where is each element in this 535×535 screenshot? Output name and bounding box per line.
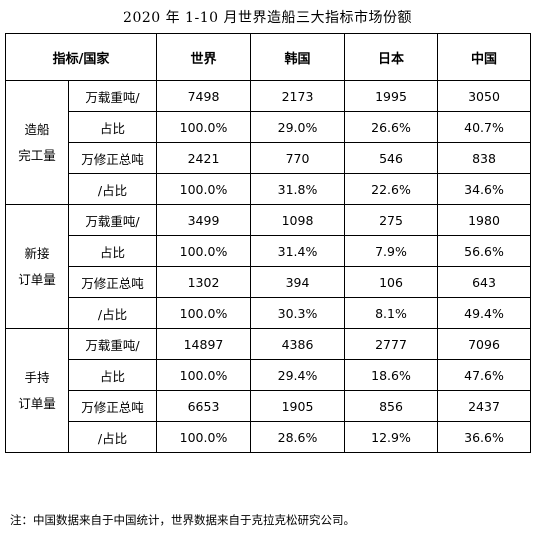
table-row: 新接 订单量 万载重吨/ 3499 1098 275 1980 (5, 204, 531, 329)
value-world: 6653 (156, 390, 251, 422)
share-korea: 30.3% (250, 297, 345, 329)
header-world: 世界 (156, 33, 251, 81)
value-japan: 2777 (344, 328, 438, 360)
unit-line1: 万载重吨/ (68, 80, 157, 112)
table-header-row: 指标/国家 世界 韩国 日本 中国 (5, 33, 531, 81)
share-japan: 26.6% (344, 111, 438, 143)
share-japan: 22.6% (344, 173, 438, 205)
share-japan: 7.9% (344, 235, 438, 267)
table-row: 手持 订单量 万载重吨/ 14897 4386 2777 7096 (5, 328, 531, 453)
unit-line2: /占比 (68, 297, 157, 329)
value-china: 7096 (437, 328, 531, 360)
unit-line1: 万修正总吨 (68, 266, 157, 298)
category-line2: 订单量 (18, 271, 56, 287)
share-world: 100.0% (156, 359, 251, 391)
header-korea: 韩国 (250, 33, 345, 81)
category-line1: 造船 (24, 121, 50, 137)
table-row: 万修正总吨 2421 770 546 838 (6, 142, 531, 174)
value-japan: 546 (344, 142, 438, 174)
category-cell: 新接 订单量 (5, 204, 69, 329)
category-line2: 订单量 (18, 395, 56, 411)
unit-line2: 占比 (68, 359, 157, 391)
value-world: 14897 (156, 328, 251, 360)
footnote: 注：中国数据来自于中国统计，世界数据来自于克拉克松研究公司。 (10, 513, 355, 527)
unit-line2: /占比 (68, 421, 157, 453)
value-world: 7498 (156, 80, 251, 112)
table-row: 占比 100.0% 29.4% 18.6% 47.6% (6, 359, 531, 391)
share-korea: 29.4% (250, 359, 345, 391)
share-china: 36.6% (437, 421, 531, 453)
value-world: 1302 (156, 266, 251, 298)
share-world: 100.0% (156, 111, 251, 143)
header-japan: 日本 (344, 33, 438, 81)
value-korea: 1098 (250, 204, 345, 236)
share-world: 100.0% (156, 173, 251, 205)
value-korea: 1905 (250, 390, 345, 422)
value-japan: 856 (344, 390, 438, 422)
header-indicator: 指标/国家 (5, 33, 157, 81)
market-share-table: 指标/国家 世界 韩国 日本 中国 造船 完工量 万载重吨/ 7498 2173… (5, 33, 531, 453)
table-row: 万修正总吨 6653 1905 856 2437 (6, 390, 531, 422)
category-line2: 完工量 (18, 147, 56, 163)
share-korea: 31.4% (250, 235, 345, 267)
unit-line1: 万载重吨/ (68, 328, 157, 360)
value-china: 2437 (437, 390, 531, 422)
table-row: /占比 100.0% 31.8% 22.6% 34.6% (6, 173, 531, 205)
table-row: 占比 100.0% 31.4% 7.9% 56.6% (6, 235, 531, 267)
value-korea: 394 (250, 266, 345, 298)
value-japan: 275 (344, 204, 438, 236)
share-china: 40.7% (437, 111, 531, 143)
value-korea: 4386 (250, 328, 345, 360)
category-line1: 手持 (24, 369, 50, 385)
value-china: 838 (437, 142, 531, 174)
share-world: 100.0% (156, 421, 251, 453)
share-japan: 18.6% (344, 359, 438, 391)
share-japan: 8.1% (344, 297, 438, 329)
share-china: 49.4% (437, 297, 531, 329)
share-korea: 31.8% (250, 173, 345, 205)
unit-line2: /占比 (68, 173, 157, 205)
category-line1: 新接 (24, 245, 50, 261)
unit-line1: 万修正总吨 (68, 390, 157, 422)
table-row: /占比 100.0% 30.3% 8.1% 49.4% (6, 297, 531, 329)
category-cell: 手持 订单量 (5, 328, 69, 453)
value-china: 643 (437, 266, 531, 298)
value-china: 1980 (437, 204, 531, 236)
category-cell: 造船 完工量 (5, 80, 69, 205)
table-row: /占比 100.0% 28.6% 12.9% 36.6% (6, 421, 531, 453)
share-korea: 29.0% (250, 111, 345, 143)
share-china: 56.6% (437, 235, 531, 267)
value-world: 3499 (156, 204, 251, 236)
unit-line2: 占比 (68, 111, 157, 143)
header-china: 中国 (437, 33, 531, 81)
table-row: 造船 完工量 万载重吨/ 7498 2173 1995 3050 (5, 80, 531, 205)
value-japan: 1995 (344, 80, 438, 112)
value-japan: 106 (344, 266, 438, 298)
share-korea: 28.6% (250, 421, 345, 453)
share-japan: 12.9% (344, 421, 438, 453)
value-world: 2421 (156, 142, 251, 174)
unit-line1: 万修正总吨 (68, 142, 157, 174)
value-china: 3050 (437, 80, 531, 112)
share-china: 34.6% (437, 173, 531, 205)
value-korea: 770 (250, 142, 345, 174)
unit-line1: 万载重吨/ (68, 204, 157, 236)
unit-line2: 占比 (68, 235, 157, 267)
table-row: 万修正总吨 1302 394 106 643 (6, 266, 531, 298)
share-china: 47.6% (437, 359, 531, 391)
table-title: 2020 年 1-10 月世界造船三大指标市场份额 (123, 10, 412, 26)
share-world: 100.0% (156, 235, 251, 267)
value-korea: 2173 (250, 80, 345, 112)
table-row: 占比 100.0% 29.0% 26.6% 40.7% (6, 111, 531, 143)
share-world: 100.0% (156, 297, 251, 329)
